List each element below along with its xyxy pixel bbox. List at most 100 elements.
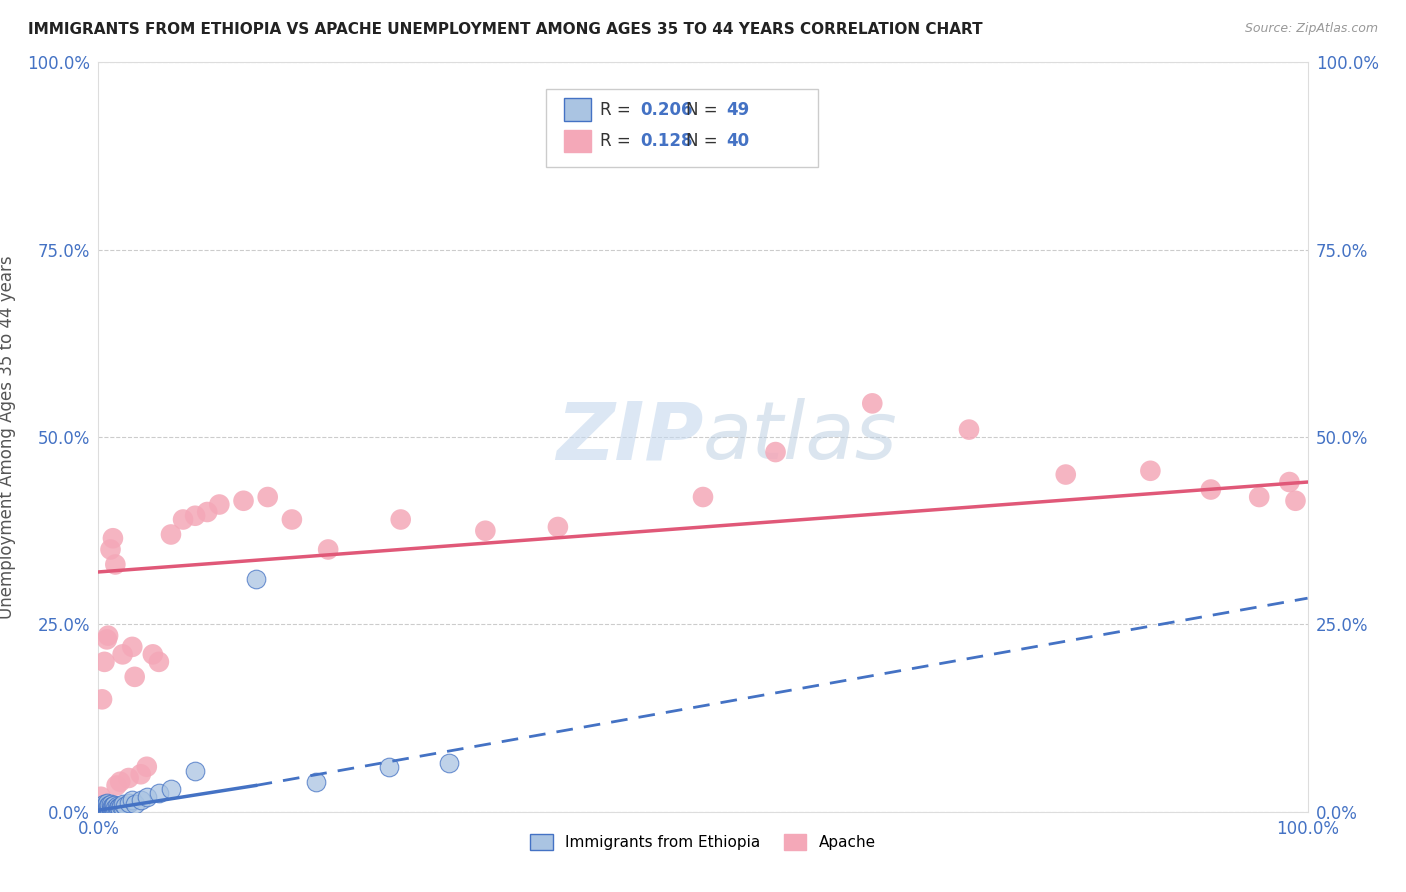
Point — [93, 801, 115, 815]
Point — [474, 524, 496, 538]
Point — [389, 512, 412, 526]
Text: N =: N = — [686, 132, 723, 150]
Point — [96, 799, 118, 814]
Point — [91, 800, 114, 814]
Point — [100, 798, 122, 813]
Point — [118, 771, 141, 785]
Point — [547, 520, 569, 534]
Point — [281, 512, 304, 526]
Text: Source: ZipAtlas.com: Source: ZipAtlas.com — [1244, 22, 1378, 36]
Point — [1054, 467, 1077, 482]
Point — [437, 756, 460, 770]
Point — [98, 802, 121, 816]
Point — [90, 789, 112, 804]
Point — [1249, 490, 1271, 504]
Point — [108, 802, 131, 816]
Point — [1284, 493, 1306, 508]
Point — [256, 490, 278, 504]
Point — [195, 505, 218, 519]
Point — [93, 655, 115, 669]
FancyBboxPatch shape — [546, 88, 818, 168]
Point — [105, 798, 128, 813]
Point — [957, 423, 980, 437]
Point — [103, 797, 125, 812]
Text: atlas: atlas — [703, 398, 898, 476]
Point — [101, 531, 124, 545]
Point — [101, 802, 124, 816]
Text: 49: 49 — [725, 101, 749, 119]
Point — [111, 801, 134, 815]
Point — [94, 802, 117, 816]
Point — [104, 558, 127, 572]
Point — [118, 796, 141, 810]
Point — [93, 797, 115, 812]
Point — [91, 692, 114, 706]
Point — [184, 508, 207, 523]
Point — [96, 802, 118, 816]
Point — [111, 648, 134, 662]
Point — [135, 789, 157, 804]
Point — [160, 527, 183, 541]
Point — [121, 640, 143, 654]
Point — [124, 797, 146, 812]
Y-axis label: Unemployment Among Ages 35 to 44 years: Unemployment Among Ages 35 to 44 years — [0, 255, 15, 619]
Text: R =: R = — [600, 132, 637, 150]
Text: 0.206: 0.206 — [640, 101, 693, 119]
Bar — [564, 98, 591, 121]
Point — [129, 767, 152, 781]
Point — [97, 802, 120, 816]
Point — [91, 798, 114, 813]
Bar — [564, 130, 591, 153]
Point — [108, 800, 131, 814]
Point — [100, 803, 122, 817]
Point — [100, 797, 122, 812]
Point — [100, 802, 122, 816]
Point — [114, 798, 136, 813]
Point — [860, 396, 883, 410]
Point — [232, 493, 254, 508]
Point — [121, 793, 143, 807]
Point — [184, 764, 207, 778]
Point — [105, 802, 128, 816]
Point — [108, 774, 131, 789]
Point — [129, 793, 152, 807]
Point — [142, 648, 165, 662]
Point — [96, 797, 118, 811]
Point — [94, 800, 117, 814]
Point — [100, 542, 122, 557]
Point — [107, 801, 129, 815]
Point — [98, 797, 121, 812]
Point — [97, 798, 120, 813]
Point — [97, 629, 120, 643]
Point — [148, 655, 170, 669]
Point — [91, 802, 114, 816]
Point — [1278, 475, 1301, 489]
Text: R =: R = — [600, 101, 637, 119]
Point — [305, 774, 328, 789]
Point — [316, 542, 339, 557]
Point — [208, 498, 231, 512]
Point — [100, 801, 122, 815]
Point — [1139, 464, 1161, 478]
Point — [245, 573, 267, 587]
Text: IMMIGRANTS FROM ETHIOPIA VS APACHE UNEMPLOYMENT AMONG AGES 35 TO 44 YEARS CORREL: IMMIGRANTS FROM ETHIOPIA VS APACHE UNEMP… — [28, 22, 983, 37]
Point — [160, 782, 183, 797]
Point — [90, 801, 112, 815]
Point — [148, 786, 170, 800]
Point — [111, 797, 134, 812]
Point — [91, 802, 114, 816]
Point — [101, 799, 124, 814]
Point — [377, 760, 399, 774]
Point — [104, 801, 127, 815]
Point — [692, 490, 714, 504]
Point — [1199, 483, 1222, 497]
Point — [93, 803, 115, 817]
Point — [96, 632, 118, 647]
Point — [172, 512, 194, 526]
Point — [103, 802, 125, 816]
Point — [110, 799, 132, 814]
Point — [124, 670, 146, 684]
Text: ZIP: ZIP — [555, 398, 703, 476]
Point — [105, 779, 128, 793]
Text: 40: 40 — [725, 132, 749, 150]
